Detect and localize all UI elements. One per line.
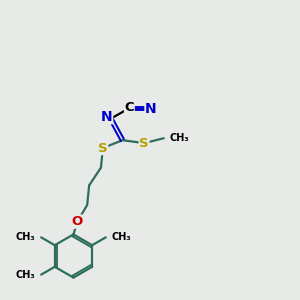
Text: CH₃: CH₃ bbox=[169, 133, 189, 143]
Text: CH₃: CH₃ bbox=[112, 232, 131, 242]
Text: N: N bbox=[101, 110, 112, 124]
Text: S: S bbox=[139, 136, 149, 150]
Text: C: C bbox=[124, 101, 134, 114]
Text: CH₃: CH₃ bbox=[16, 270, 35, 280]
Text: O: O bbox=[72, 215, 83, 228]
Text: N: N bbox=[145, 102, 157, 116]
Text: CH₃: CH₃ bbox=[16, 232, 35, 242]
Text: S: S bbox=[98, 142, 108, 154]
